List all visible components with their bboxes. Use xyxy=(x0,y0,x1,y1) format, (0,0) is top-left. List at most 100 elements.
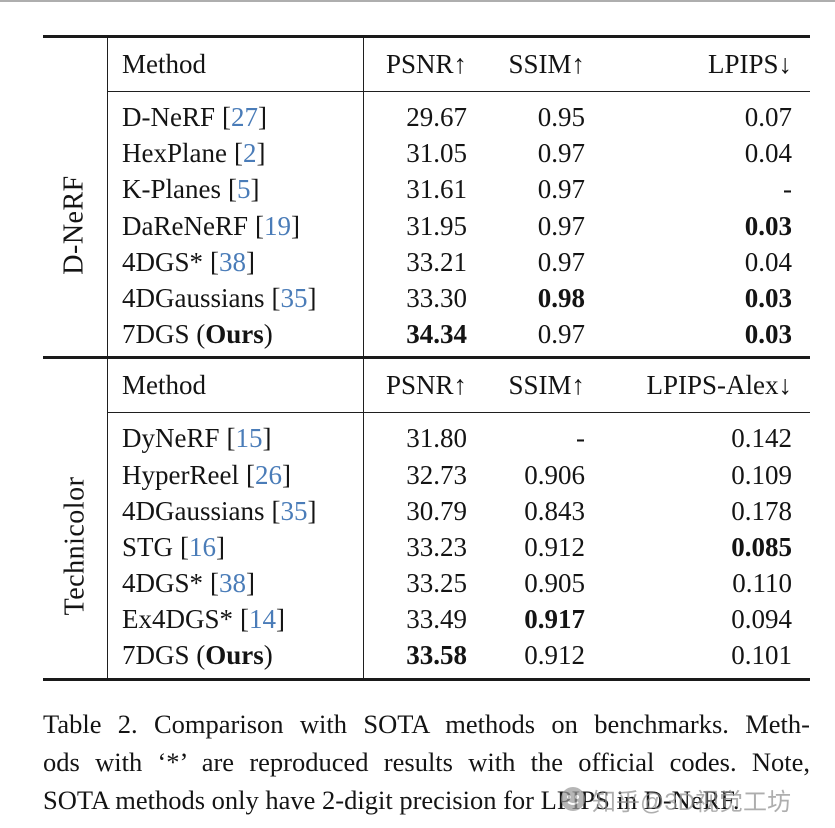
subtable-technicolor: Method PSNR↑ SSIM↑ LPIPS-Alex↓ DyNeRF15 … xyxy=(43,359,810,677)
psnr-cell: 34.34 xyxy=(406,319,467,350)
lpips-cell: 0.04 xyxy=(744,138,792,169)
method-cell: K-Planes5 xyxy=(107,171,363,207)
ssim-cell: 0.97 xyxy=(537,210,585,241)
citation: 14 xyxy=(240,604,285,634)
psnr-cell: 33.58 xyxy=(406,640,467,671)
column-header-method: Method xyxy=(122,370,206,401)
method-cell: HyperReel26 xyxy=(107,457,363,493)
method-name: D-NeRF xyxy=(122,102,215,132)
lpips-cell: 0.109 xyxy=(731,459,792,490)
bottom-rule xyxy=(43,677,810,681)
column-header-psnr: PSNR↑ xyxy=(385,49,467,79)
lpips-cell: - xyxy=(783,174,792,205)
group-spacer xyxy=(43,38,107,91)
psnr-cell: 32.73 xyxy=(406,459,467,490)
method-name: DyNeRF xyxy=(122,423,220,454)
psnr-cell: 33.30 xyxy=(406,282,467,313)
psnr-cell: 31.95 xyxy=(406,210,467,241)
ssim-cell: 0.843 xyxy=(524,495,585,526)
header-row: Method PSNR↑ SSIM↑ LPIPS-Alex↓ xyxy=(43,359,810,413)
header-row: Method PSNR↑ SSIM↑ LPIPS↓ xyxy=(43,38,810,91)
citation: 15 xyxy=(227,423,272,453)
lpips-cell: 0.094 xyxy=(731,604,792,635)
benchmark-table: Method PSNR↑ SSIM↑ LPIPS↓ D-NeRF27 29.67… xyxy=(43,35,810,681)
table-body: DyNeRF15 31.80 - 0.142 HyperReel26 32.73… xyxy=(43,413,810,677)
ssim-cell: 0.98 xyxy=(537,282,585,313)
mid-rule xyxy=(43,356,810,360)
ssim-cell: 0.906 xyxy=(524,459,585,490)
method-name: 4DGaussians xyxy=(122,282,265,313)
method-cell: 4DGS*38 xyxy=(107,565,363,601)
citation: 2 xyxy=(234,138,266,168)
citation: 35 xyxy=(272,496,317,526)
method-name: STG xyxy=(122,531,174,562)
method-cell: HexPlane2 xyxy=(107,135,363,171)
citation: 5 xyxy=(228,174,260,204)
group-spacer xyxy=(43,359,107,412)
ssim-cell: - xyxy=(576,423,585,454)
method-cell: DaReNeRF19 xyxy=(107,208,363,244)
citation: 26 xyxy=(246,460,291,490)
table-caption: Table 2. Comparison with SOTA methods on… xyxy=(43,705,810,819)
ssim-cell: 0.912 xyxy=(524,640,585,671)
ssim-cell: 0.905 xyxy=(524,568,585,599)
method-cell: DyNeRF15 xyxy=(107,420,363,456)
psnr-cell: 31.61 xyxy=(406,174,467,205)
citation: 35 xyxy=(272,283,317,313)
ssim-cell: 0.95 xyxy=(537,102,585,132)
method-name: DaReNeRF xyxy=(122,210,248,241)
column-header-ssim: SSIM↑ xyxy=(508,49,585,79)
method-name-bold: Ours xyxy=(205,319,264,350)
psnr-cell: 33.23 xyxy=(406,531,467,562)
lpips-cell: 0.085 xyxy=(731,531,792,562)
citation: 16 xyxy=(180,532,225,562)
method-name: 4DGaussians xyxy=(122,495,265,526)
caption-line: Table 2. Comparison with SOTA methods on… xyxy=(43,708,810,739)
method-cell: D-NeRF27 xyxy=(107,99,363,135)
method-name: 7DGS ( xyxy=(122,319,206,350)
ssim-cell: 0.917 xyxy=(524,604,585,635)
psnr-cell: 31.05 xyxy=(406,138,467,169)
column-header-method: Method xyxy=(122,49,206,79)
lpips-cell: 0.03 xyxy=(744,210,792,241)
column-header-psnr: PSNR↑ xyxy=(385,370,467,401)
top-rule xyxy=(43,35,810,38)
psnr-cell: 33.21 xyxy=(406,246,467,277)
dataset-label-dnerf: D-NeRF xyxy=(59,175,91,275)
lpips-cell: 0.03 xyxy=(744,282,792,313)
method-name-suffix: ) xyxy=(263,640,273,671)
citation: 19 xyxy=(255,211,300,241)
lpips-cell: 0.03 xyxy=(744,319,792,350)
lpips-cell: 0.101 xyxy=(731,640,792,671)
ssim-cell: 0.912 xyxy=(524,531,585,562)
column-header-ssim: SSIM↑ xyxy=(508,370,585,401)
method-cell: STG16 xyxy=(107,529,363,565)
table-body: D-NeRF27 29.67 0.95 0.07 HexPlane2 31.05… xyxy=(43,92,810,356)
dataset-label-technicolor: Technicolor xyxy=(59,477,91,616)
method-name: K-Planes xyxy=(122,174,221,205)
header-rule xyxy=(107,91,810,92)
citation: 38 xyxy=(210,568,255,598)
lpips-cell: 0.07 xyxy=(744,102,792,132)
ssim-cell: 0.97 xyxy=(537,319,585,350)
subtable-dnerf: Method PSNR↑ SSIM↑ LPIPS↓ D-NeRF27 29.67… xyxy=(43,38,810,356)
method-cell: Ex4DGS*14 xyxy=(107,601,363,637)
lpips-cell: 0.110 xyxy=(732,568,792,599)
header-rule xyxy=(107,412,810,414)
method-name-bold: Ours xyxy=(205,640,264,671)
method-cell: 4DGaussians35 xyxy=(107,493,363,529)
method-name: Ex4DGS* xyxy=(122,604,234,635)
citation: 38 xyxy=(210,247,255,277)
method-name: HexPlane xyxy=(122,138,227,169)
method-name: 4DGS* xyxy=(122,568,204,599)
lpips-cell: 0.04 xyxy=(744,246,792,277)
lpips-cell: 0.178 xyxy=(731,495,792,526)
psnr-cell: 29.67 xyxy=(406,102,467,132)
column-header-lpips: LPIPS↓ xyxy=(707,49,792,79)
citation: 27 xyxy=(222,102,267,132)
method-name: 4DGS* xyxy=(122,246,204,277)
column-header-lpips-alex: LPIPS-Alex↓ xyxy=(646,370,792,401)
psnr-cell: 33.25 xyxy=(406,568,467,599)
method-cell: 4DGaussians35 xyxy=(107,280,363,316)
